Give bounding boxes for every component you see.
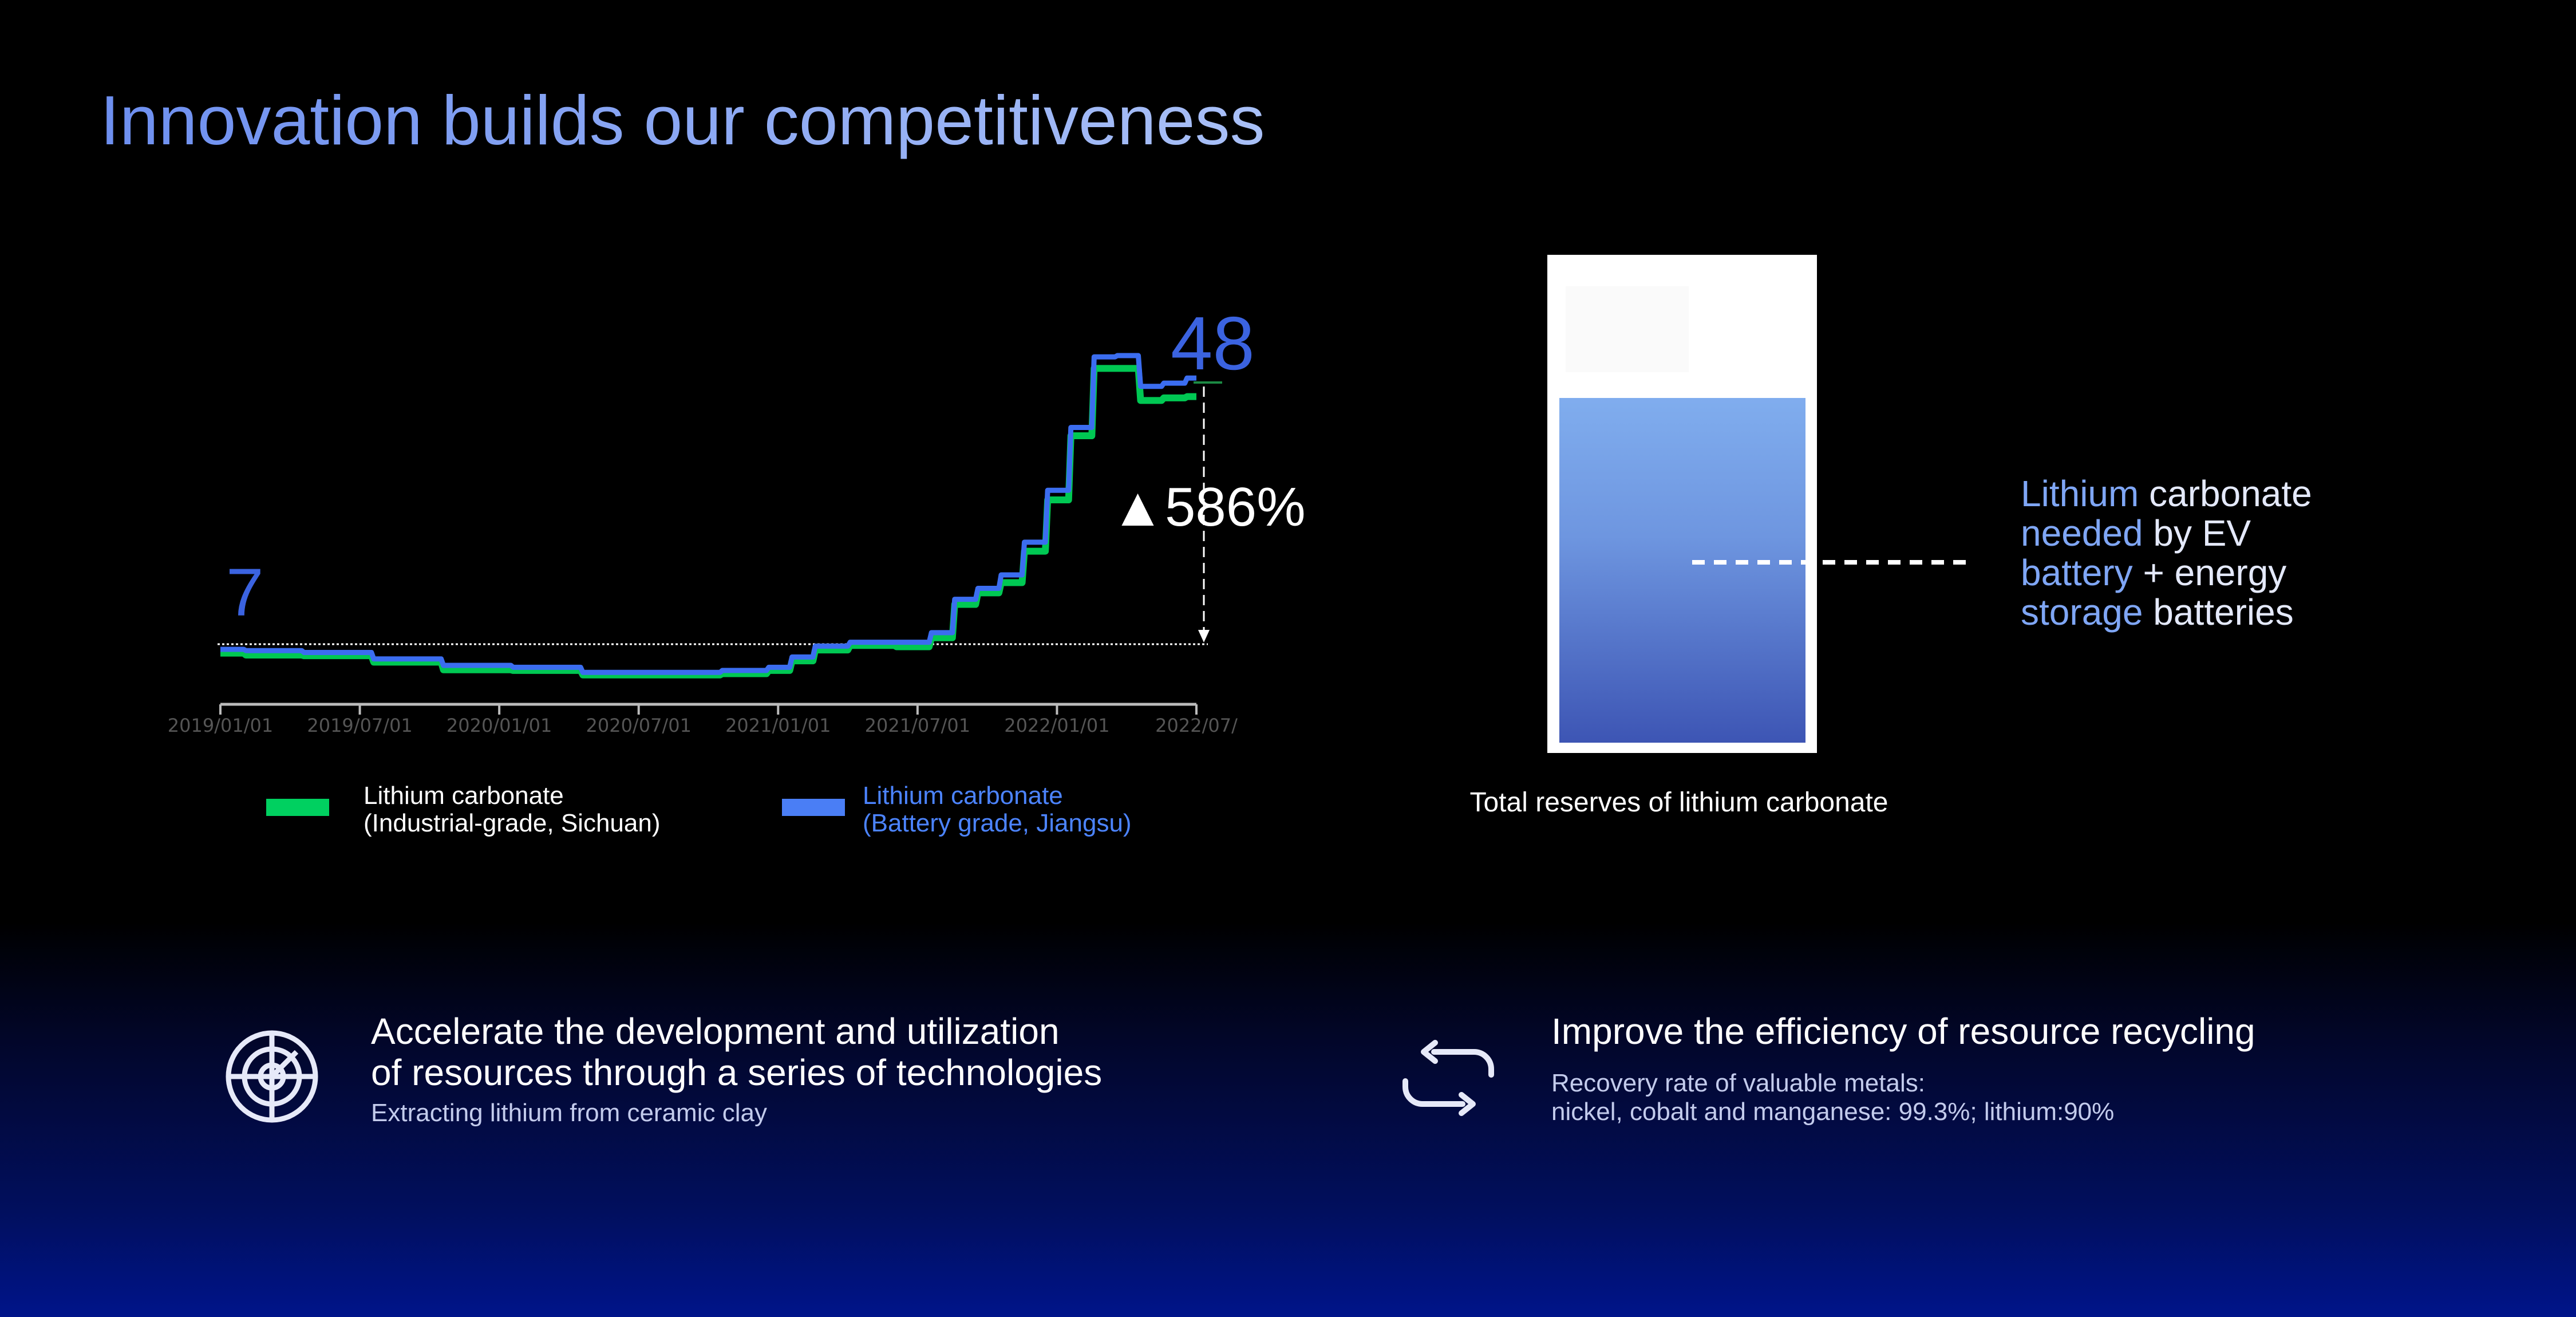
bar-ghost-shape bbox=[1566, 286, 1689, 372]
needed-line: storage batteries bbox=[2021, 593, 2312, 632]
needed-label: Lithium carbonate needed by EV battery +… bbox=[2021, 474, 2312, 632]
start-value-label: 7 bbox=[226, 555, 264, 630]
reserves-label: Total reserves of lithium carbonate bbox=[1469, 787, 1888, 818]
feature-subtitle: nickel, cobalt and manganese: 99.3%; lit… bbox=[1551, 1098, 2115, 1126]
needed-rest: by EV bbox=[2143, 512, 2251, 554]
radar-target-icon bbox=[226, 1030, 318, 1123]
legend-battery: Lithium carbonate (Battery grade, Jiangs… bbox=[863, 782, 1132, 837]
feature-development: Accelerate the development and utilizati… bbox=[371, 1011, 1102, 1127]
legend-line: (Industrial-grade, Sichuan) bbox=[364, 809, 661, 837]
page-title: Innovation builds our competitiveness bbox=[100, 81, 1265, 159]
needed-rest: batteries bbox=[2143, 592, 2294, 633]
feature-title: of resources through a series of technol… bbox=[371, 1052, 1103, 1093]
needed-hl: storage bbox=[2021, 592, 2143, 633]
needed-line: needed by EV bbox=[2021, 514, 2312, 553]
x-tick-label: 2022/01/01 bbox=[1004, 715, 1109, 736]
recycle-arrows-icon bbox=[1402, 1040, 1494, 1116]
end-value-label: 48 bbox=[1171, 301, 1255, 385]
legend-line: Lithium carbonate bbox=[364, 782, 564, 810]
dotted-leader-line bbox=[1692, 560, 1967, 565]
needed-reserves-fill bbox=[1559, 398, 1805, 743]
needed-line: battery + energy bbox=[2021, 553, 2312, 593]
needed-hl: Lithium bbox=[2021, 473, 2139, 514]
needed-line: Lithium carbonate bbox=[2021, 474, 2312, 514]
x-tick-label: 2022/07/ bbox=[1155, 715, 1238, 736]
x-tick-label: 2021/07/01 bbox=[865, 715, 970, 736]
x-tick-label: 2020/07/01 bbox=[586, 715, 691, 736]
legend-line: (Battery grade, Jiangsu) bbox=[863, 809, 1132, 837]
feature-recycling: Improve the efficiency of resource recyc… bbox=[1551, 1011, 2255, 1126]
series-line-battery bbox=[220, 353, 1196, 675]
feature-subtitle: Recovery rate of valuable metals: bbox=[1551, 1069, 1925, 1097]
feature-title: Improve the efficiency of resource recyc… bbox=[1551, 1011, 2255, 1052]
feature-title: Accelerate the development and utilizati… bbox=[371, 1011, 1060, 1052]
x-tick-label: 2019/07/01 bbox=[307, 715, 412, 736]
feature-subtitle: Extracting lithium from ceramic clay bbox=[371, 1099, 767, 1127]
series-line-industrial bbox=[220, 365, 1196, 679]
legend-swatch-industrial bbox=[266, 799, 329, 816]
needed-rest: carbonate bbox=[2139, 473, 2312, 514]
legend-line: Lithium carbonate bbox=[863, 782, 1063, 810]
needed-hl: battery bbox=[2021, 552, 2133, 593]
needed-rest: + energy bbox=[2132, 552, 2287, 593]
change-arrow-head bbox=[1198, 630, 1210, 642]
needed-hl: needed bbox=[2021, 512, 2143, 554]
legend-industrial: Lithium carbonate (Industrial-grade, Sic… bbox=[364, 782, 660, 837]
legend-swatch-battery bbox=[782, 799, 845, 816]
x-tick-label: 2019/01/01 bbox=[168, 715, 273, 736]
change-percent-label: ▲586% bbox=[1111, 476, 1306, 538]
x-tick-label: 2021/01/01 bbox=[725, 715, 831, 736]
x-tick-label: 2020/01/01 bbox=[447, 715, 552, 736]
